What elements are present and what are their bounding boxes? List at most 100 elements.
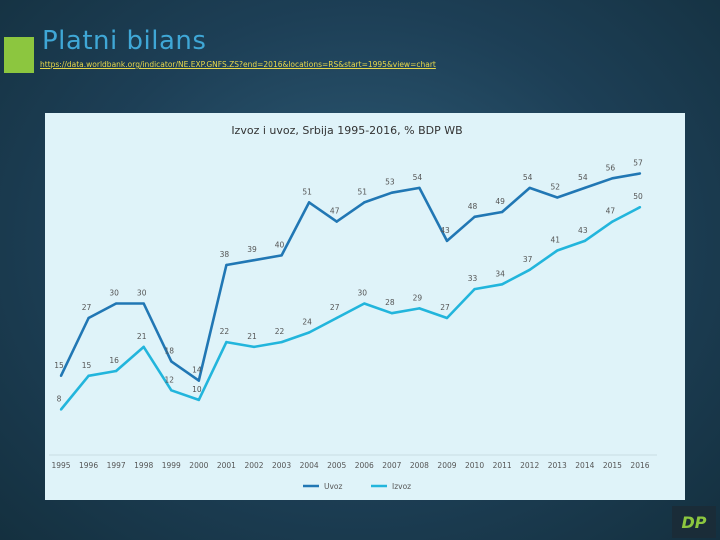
- data-label-izvoz: 21: [137, 332, 147, 341]
- legend-label-izvoz: Izvoz: [392, 482, 411, 491]
- data-label-uvoz: 49: [495, 197, 505, 206]
- data-point-uvoz: [87, 316, 90, 320]
- data-label-izvoz: 15: [82, 361, 92, 370]
- x-tick-label: 2008: [410, 461, 429, 470]
- data-label-uvoz: 53: [385, 178, 395, 187]
- data-point-izvoz: [170, 389, 173, 392]
- data-point-izvoz: [611, 220, 614, 223]
- data-point-izvoz: [142, 345, 145, 349]
- data-label-izvoz: 10: [192, 385, 202, 394]
- data-label-izvoz: 43: [578, 226, 588, 235]
- data-point-izvoz: [87, 374, 90, 378]
- data-point-izvoz: [445, 316, 449, 320]
- data-label-izvoz: 16: [109, 356, 119, 365]
- data-label-uvoz: 54: [523, 173, 533, 182]
- data-point-uvoz: [611, 177, 614, 180]
- data-point-izvoz: [528, 268, 531, 272]
- x-tick-label: 1998: [134, 461, 153, 470]
- data-label-uvoz: 51: [302, 187, 312, 196]
- data-point-izvoz: [363, 302, 366, 305]
- x-tick-label: 2000: [189, 461, 208, 470]
- source-link[interactable]: https://data.worldbank.org/indicator/NE.…: [40, 60, 436, 69]
- data-point-izvoz: [500, 283, 504, 286]
- data-label-izvoz: 33: [468, 274, 478, 283]
- data-label-uvoz: 54: [413, 173, 423, 182]
- data-label-uvoz: 56: [606, 163, 616, 172]
- data-label-izvoz: 28: [385, 298, 395, 307]
- data-label-uvoz: 47: [330, 207, 340, 216]
- data-point-izvoz: [307, 331, 311, 334]
- data-point-izvoz: [390, 311, 394, 315]
- x-tick-label: 2015: [603, 461, 622, 470]
- data-label-uvoz: 43: [440, 226, 450, 235]
- x-tick-label: 2005: [327, 461, 346, 470]
- data-label-uvoz: 30: [109, 289, 119, 298]
- data-point-uvoz: [307, 201, 311, 204]
- data-point-uvoz: [473, 215, 476, 219]
- data-label-uvoz: 38: [220, 250, 230, 259]
- data-point-uvoz: [335, 220, 338, 223]
- data-label-uvoz: 52: [550, 183, 560, 192]
- data-label-izvoz: 22: [275, 327, 285, 336]
- data-label-izvoz: 27: [440, 303, 450, 312]
- data-point-uvoz: [583, 186, 587, 190]
- data-label-izvoz: 50: [633, 192, 643, 201]
- data-label-uvoz: 15: [54, 361, 64, 370]
- x-tick-label: 2012: [520, 461, 539, 470]
- data-point-izvoz: [473, 287, 476, 291]
- x-tick-label: 1997: [107, 461, 126, 470]
- chart-panel: Izvoz i uvoz, Srbija 1995-2016, % BDP WB…: [45, 113, 685, 500]
- data-label-izvoz: 21: [247, 332, 257, 341]
- data-label-izvoz: 24: [302, 317, 312, 326]
- data-label-uvoz: 27: [82, 303, 92, 312]
- x-tick-label: 1999: [162, 461, 181, 470]
- data-point-uvoz: [170, 360, 173, 363]
- x-tick-label: 2013: [548, 461, 567, 470]
- data-label-uvoz: 14: [192, 366, 202, 375]
- data-point-uvoz: [142, 302, 145, 305]
- data-point-uvoz: [197, 379, 201, 382]
- data-label-uvoz: 30: [137, 289, 147, 298]
- data-point-izvoz: [252, 345, 256, 349]
- x-tick-label: 2003: [272, 461, 291, 470]
- chart-title: Izvoz i uvoz, Srbija 1995-2016, % BDP WB: [231, 124, 462, 137]
- x-tick-label: 1995: [51, 461, 70, 470]
- line-chart: Izvoz i uvoz, Srbija 1995-2016, % BDP WB…: [49, 124, 657, 491]
- data-label-izvoz: 8: [57, 395, 62, 404]
- data-point-uvoz: [225, 263, 228, 267]
- data-label-uvoz: 54: [578, 173, 588, 182]
- x-tick-label: 2001: [217, 461, 236, 470]
- x-tick-label: 2010: [465, 461, 484, 470]
- data-point-izvoz: [114, 369, 118, 373]
- data-point-uvoz: [445, 239, 449, 243]
- series-line-izvoz: [59, 206, 641, 411]
- data-point-izvoz: [225, 340, 228, 344]
- series-line-uvoz: [59, 172, 641, 382]
- data-point-uvoz: [500, 210, 504, 214]
- data-label-izvoz: 22: [220, 327, 230, 336]
- data-label-uvoz: 48: [468, 202, 478, 211]
- data-point-uvoz: [363, 201, 366, 204]
- data-point-uvoz: [418, 186, 421, 190]
- legend-label-uvoz: Uvoz: [324, 482, 343, 491]
- x-tick-label: 1996: [79, 461, 98, 470]
- data-label-uvoz: 57: [633, 158, 643, 167]
- data-label-uvoz: 40: [275, 240, 285, 249]
- x-tick-label: 2014: [575, 461, 594, 470]
- x-tick-label: 2016: [630, 461, 649, 470]
- data-label-izvoz: 12: [165, 375, 175, 384]
- data-point-izvoz: [197, 398, 201, 402]
- data-point-izvoz: [335, 316, 338, 320]
- data-label-izvoz: 47: [606, 207, 616, 216]
- data-point-izvoz: [418, 307, 421, 310]
- x-tick-label: 2009: [437, 461, 456, 470]
- data-point-uvoz: [114, 302, 118, 305]
- data-label-izvoz: 29: [413, 293, 423, 302]
- data-label-izvoz: 37: [523, 255, 533, 264]
- data-label-uvoz: 51: [357, 187, 367, 196]
- data-point-izvoz: [280, 340, 283, 344]
- x-tick-label: 2002: [244, 461, 263, 470]
- data-point-uvoz: [528, 186, 531, 190]
- data-point-izvoz: [583, 239, 587, 243]
- data-label-izvoz: 30: [357, 289, 367, 298]
